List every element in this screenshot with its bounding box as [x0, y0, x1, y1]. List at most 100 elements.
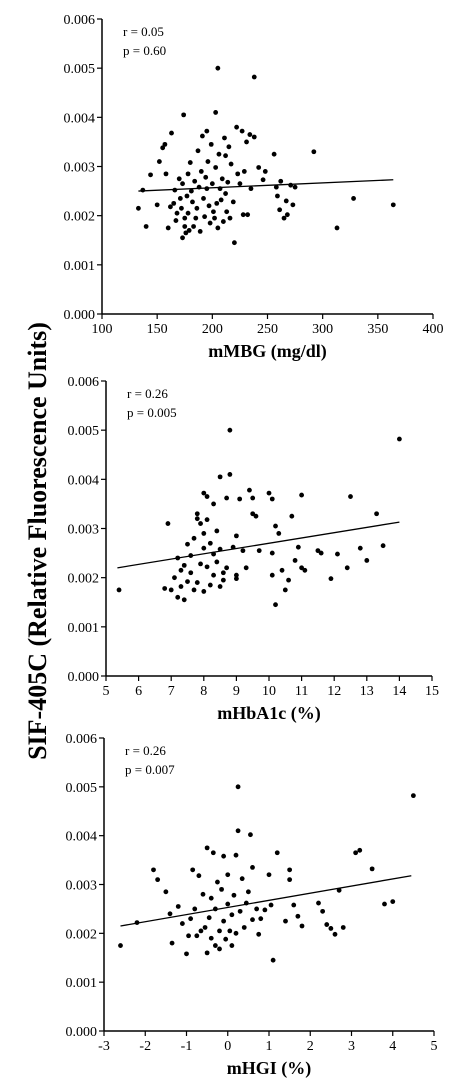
data-point — [208, 935, 214, 941]
data-point — [179, 921, 185, 926]
data-point — [118, 943, 123, 948]
y-tick-label: 0.000 — [66, 1025, 98, 1040]
x-tick-label: 7 — [168, 684, 175, 699]
data-point — [224, 209, 230, 215]
data-point — [201, 490, 207, 496]
data-point — [274, 850, 280, 856]
data-point — [211, 572, 216, 578]
data-point — [116, 587, 122, 593]
stat-annotation: r = 0.26 — [125, 743, 166, 758]
data-point — [250, 511, 256, 517]
data-point — [229, 912, 235, 918]
data-point — [220, 577, 226, 583]
data-point — [212, 215, 217, 221]
data-point — [260, 177, 266, 183]
data-point — [180, 235, 185, 241]
data-point — [230, 199, 236, 205]
data-point — [178, 584, 184, 589]
y-tick-label: 0.003 — [66, 879, 98, 894]
data-point — [227, 215, 233, 221]
data-point — [172, 575, 177, 581]
data-point — [182, 224, 188, 229]
data-point — [256, 931, 262, 937]
data-point — [187, 160, 193, 165]
x-tick-label: 4 — [389, 1039, 396, 1054]
scatter-panel-1: 0.000 0.001 0.002 0.003 0.004 0.005 0.006 100 15… — [64, 13, 444, 362]
data-point — [216, 151, 222, 157]
data-point — [269, 572, 275, 578]
data-point — [353, 850, 359, 856]
data-point — [271, 151, 277, 157]
x-tick-label: 0 — [224, 1039, 231, 1054]
data-point — [204, 494, 210, 499]
y-tick-label: 0.005 — [66, 781, 98, 796]
data-point — [311, 149, 317, 155]
data-point — [204, 517, 210, 523]
data-point — [188, 553, 194, 558]
y-tick-label: 0.001 — [66, 976, 98, 991]
x-tick-label: 8 — [200, 684, 207, 699]
data-point — [168, 204, 173, 210]
data-point — [273, 523, 278, 529]
data-point — [220, 570, 226, 576]
data-point — [237, 496, 243, 502]
data-point — [191, 224, 196, 229]
data-point — [197, 229, 203, 234]
data-point — [369, 866, 375, 872]
data-point — [382, 901, 387, 907]
data-point — [172, 187, 178, 193]
data-point — [203, 174, 209, 180]
data-point — [168, 587, 174, 593]
data-point — [207, 220, 213, 226]
data-point — [178, 567, 184, 573]
data-point — [397, 436, 402, 442]
data-point — [247, 132, 253, 137]
data-point — [275, 193, 280, 199]
data-point — [328, 926, 334, 931]
x-tick-label: 9 — [233, 684, 240, 699]
data-point — [244, 139, 249, 145]
data-point — [228, 161, 234, 167]
data-point — [217, 186, 223, 192]
x-tick-label: 3 — [348, 1039, 355, 1054]
data-point — [223, 153, 228, 159]
x-tick-label: 5 — [103, 684, 110, 699]
stat-annotation: p = 0.005 — [127, 405, 177, 420]
data-point — [214, 559, 220, 565]
data-point — [254, 906, 260, 912]
x-axis-label: mHGI (%) — [227, 1058, 312, 1079]
data-point — [270, 957, 276, 963]
data-point — [224, 565, 230, 571]
data-point — [380, 543, 386, 549]
data-point — [269, 550, 275, 556]
data-point — [235, 784, 241, 790]
x-axis-label: mHbA1c (%) — [217, 703, 320, 724]
data-point — [241, 925, 247, 930]
data-point — [390, 202, 396, 208]
data-point — [198, 928, 204, 934]
data-point — [287, 877, 293, 883]
data-point — [184, 951, 189, 957]
data-point — [221, 853, 227, 859]
data-point — [283, 918, 288, 924]
x-tick-label: -3 — [98, 1039, 110, 1054]
data-point — [250, 917, 255, 923]
data-point — [173, 218, 179, 223]
data-point — [258, 916, 264, 922]
data-point — [237, 908, 243, 914]
data-point — [181, 112, 187, 118]
data-point — [226, 144, 232, 150]
data-point — [201, 545, 207, 551]
data-point — [286, 577, 291, 583]
data-point — [299, 492, 304, 498]
data-point — [225, 179, 231, 185]
stat-annotation: p = 0.60 — [123, 43, 166, 58]
data-point — [295, 913, 301, 919]
data-point — [410, 793, 416, 799]
data-point — [208, 141, 214, 147]
data-point — [334, 225, 340, 231]
data-point — [295, 544, 301, 550]
data-point — [204, 950, 210, 956]
data-point — [348, 494, 353, 499]
regression-line — [138, 179, 394, 192]
